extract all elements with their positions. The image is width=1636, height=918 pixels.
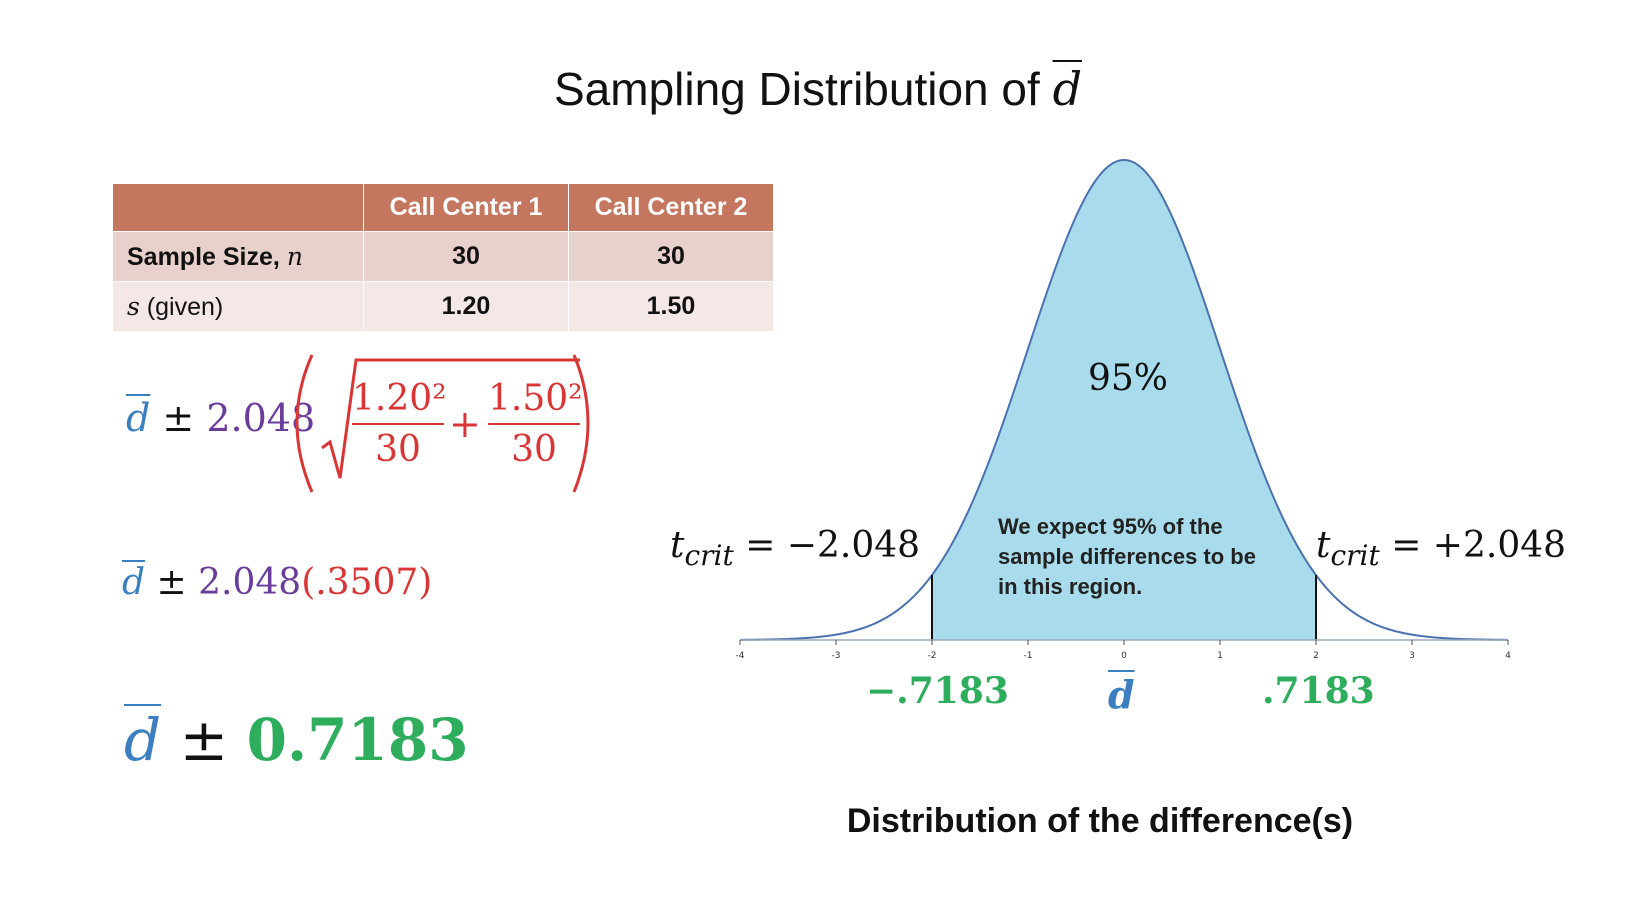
axis-tick-label: -2 xyxy=(928,651,937,661)
d-bar-symbol: d xyxy=(124,706,162,774)
plus-minus: ± xyxy=(162,396,195,440)
axis-tick-label: 2 xyxy=(1313,651,1319,661)
axis-tick-label: -3 xyxy=(832,651,841,661)
table-header-cc1: Call Center 1 xyxy=(363,183,569,232)
axis-tick-label: 3 xyxy=(1409,651,1415,661)
shaded-region xyxy=(932,160,1316,640)
table-header-row: Call Center 1 Call Center 2 xyxy=(112,183,774,232)
t-critical-left: tcrit = −2.048 xyxy=(670,525,921,573)
t-critical-right: tcrit = +2.048 xyxy=(1316,525,1567,573)
plus-minus: ± xyxy=(156,562,187,603)
table-row: s (given) 1.20 1.50 xyxy=(112,281,774,332)
center-d-bar: d xyxy=(1108,672,1135,717)
center-percentage: 95% xyxy=(1088,358,1169,399)
region-note: We expect 95% of the sample differences … xyxy=(998,514,1256,599)
axis-tick-label: -1 xyxy=(1024,651,1033,661)
fraction-bar xyxy=(488,423,580,425)
axis-tick-label: -4 xyxy=(736,651,745,661)
axis-tick-label: 1 xyxy=(1217,651,1223,661)
plus-minus: ± xyxy=(179,706,229,774)
standard-error-value: (.3507) xyxy=(301,562,433,603)
fraction-bar xyxy=(352,423,444,425)
fraction-denominator: 30 xyxy=(375,429,421,470)
axis-tick-label: 4 xyxy=(1505,651,1511,661)
fraction-numerator: 1.20² xyxy=(352,378,447,419)
cell-value: 1.20 xyxy=(363,281,569,332)
equation-margin: d ± 0.7183 xyxy=(124,706,469,774)
critical-value: 2.048 xyxy=(198,562,302,603)
title-text: Sampling Distribution of xyxy=(553,63,1040,115)
margin-value: 0.7183 xyxy=(246,706,469,774)
fraction-cc1: 1.20² 30 xyxy=(352,378,447,470)
equation-standard-error: d ± 2.048(.3507) xyxy=(122,562,432,603)
title-symbol: d xyxy=(1052,62,1083,116)
d-bar-symbol: d xyxy=(126,396,151,440)
page-title: Sampling Distribution of d xyxy=(0,62,1636,116)
upper-bound: .7183 xyxy=(1262,670,1375,712)
fraction-cc2: 1.50² 30 xyxy=(488,378,583,470)
cell-value: 1.50 xyxy=(568,281,774,332)
d-bar-symbol: d xyxy=(122,562,146,603)
row-label-s-given: s (given) xyxy=(112,281,364,332)
fraction-denominator: 30 xyxy=(511,429,557,470)
curve-line xyxy=(739,158,1509,641)
table-header-cc2: Call Center 2 xyxy=(568,183,774,232)
lower-bound: −.7183 xyxy=(866,670,1009,712)
axis-tick-label: 0 xyxy=(1121,651,1127,661)
plus-sign: + xyxy=(449,402,481,446)
cell-value: 30 xyxy=(363,231,569,282)
table-header-empty xyxy=(112,183,364,232)
distribution-caption: Distribution of the difference(s) xyxy=(846,802,1354,840)
sample-table: Call Center 1 Call Center 2 Sample Size,… xyxy=(112,183,774,332)
fraction-numerator: 1.50² xyxy=(488,378,583,419)
